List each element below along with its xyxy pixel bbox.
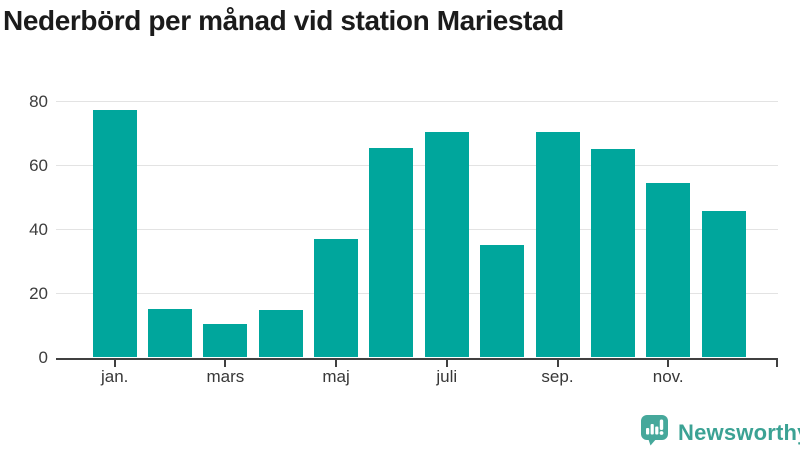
bar-juni [369, 147, 414, 358]
y-tick-label: 0 [38, 347, 48, 367]
y-tick-label: 60 [29, 155, 48, 175]
bar-okt. [590, 148, 635, 358]
chart-title: Nederbörd per månad vid station Mariesta… [3, 5, 564, 36]
x-tick-label: sep. [541, 367, 574, 386]
newsworthy-logo-text: Newsworthy [678, 419, 800, 445]
bar-dec. [701, 210, 746, 358]
gridline-y-60 [56, 164, 778, 167]
x-tick-sep. [556, 357, 559, 367]
gridline-y-40 [56, 228, 778, 231]
gridline-y-80 [56, 100, 778, 103]
x-tick-label: nov. [652, 367, 684, 386]
x-tick-jan. [113, 357, 116, 367]
bar-juli [424, 131, 469, 358]
x-tick-maj [335, 357, 338, 367]
x-tick-label: maj [322, 367, 350, 386]
x-tick-nov. [667, 357, 670, 367]
bar-nov. [646, 182, 691, 358]
bar-feb. [148, 308, 193, 358]
bar-mars [203, 323, 248, 358]
y-tick-label: 80 [29, 91, 48, 111]
bar-maj [314, 238, 359, 358]
gridline-y-20 [56, 292, 778, 295]
x-axis-line [56, 357, 778, 360]
newsworthy-logo: Newsworthy [640, 414, 800, 450]
x-tick-label: mars [206, 367, 245, 386]
y-tick-label: 20 [29, 283, 48, 303]
x-tick-label: juli [436, 367, 458, 386]
newsworthy-bar-chart-bubble-icon [640, 414, 669, 450]
bar-apr. [258, 310, 303, 358]
x-axis-end-tick [775, 357, 778, 367]
x-tick-mars [224, 357, 227, 367]
bar-aug. [480, 244, 525, 358]
x-tick-label: jan. [100, 367, 129, 386]
bar-sep. [535, 131, 580, 358]
x-tick-juli [445, 357, 448, 367]
y-tick-label: 40 [29, 219, 48, 239]
bar-jan. [92, 109, 137, 358]
